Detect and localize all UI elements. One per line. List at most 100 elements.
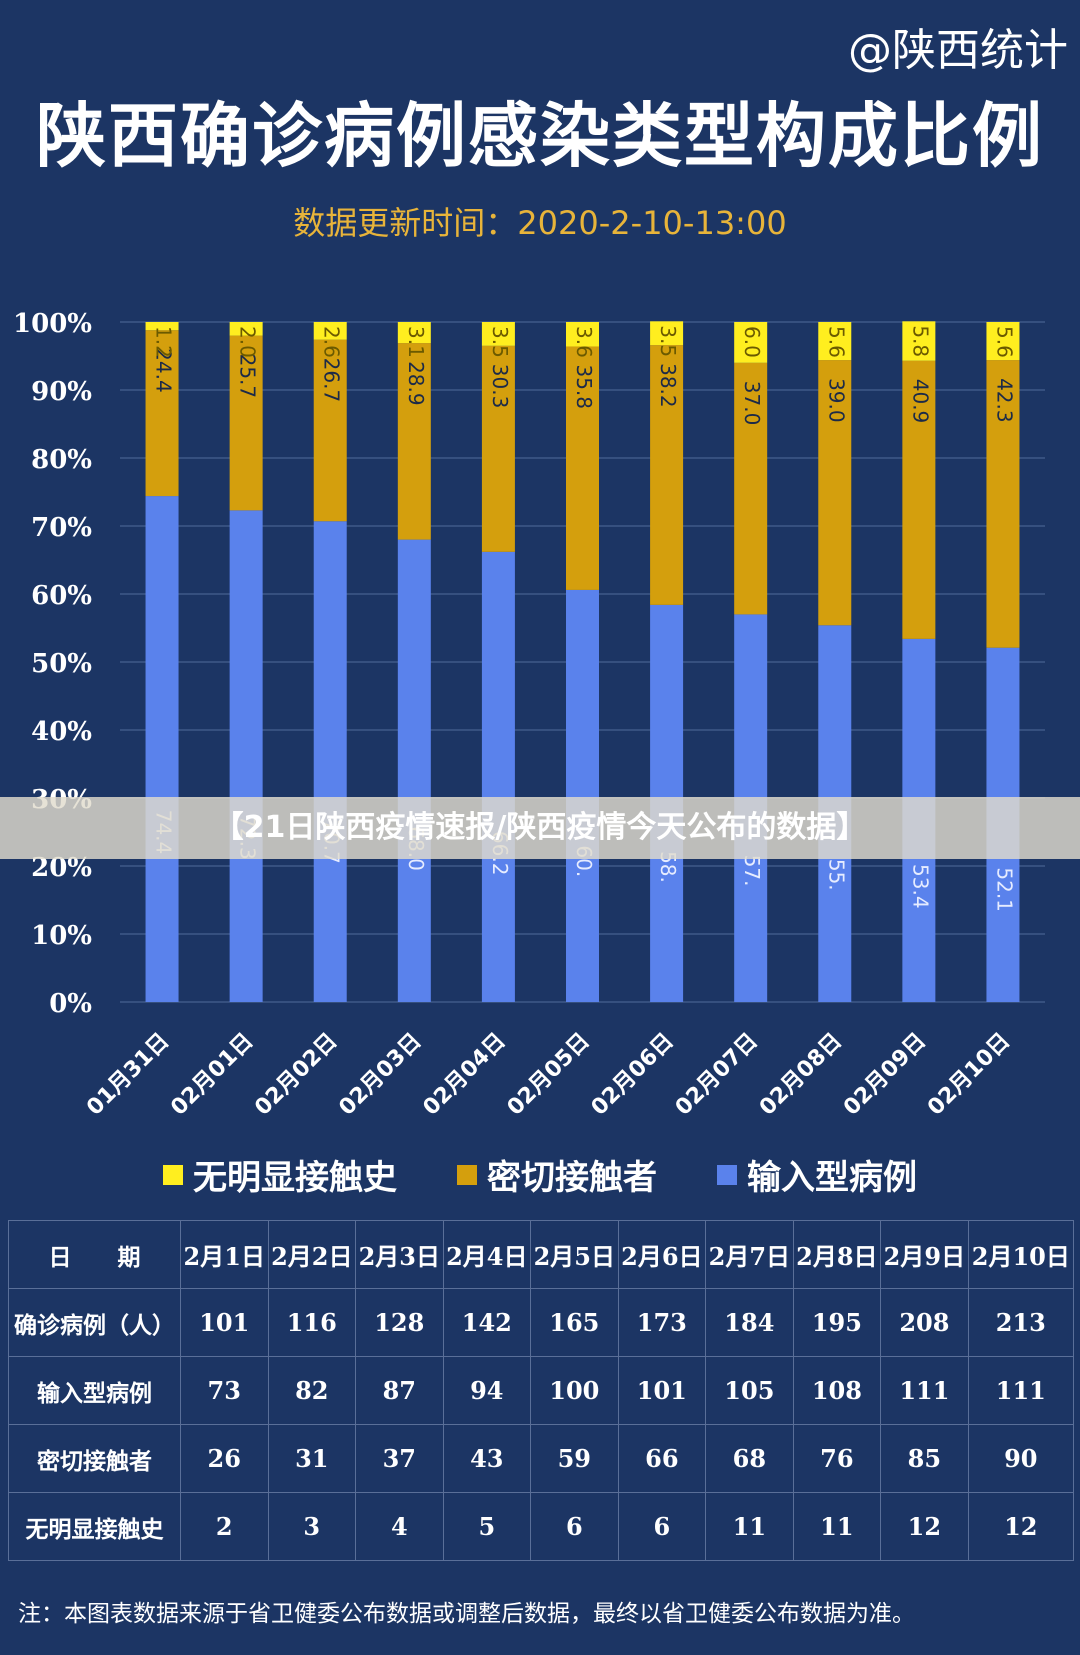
table-header-cell: 2月8日 xyxy=(792,1220,882,1289)
bar-segment xyxy=(818,360,852,626)
legend-item-contact: 密切接触者 xyxy=(457,1150,657,1199)
table-cell: 184 xyxy=(705,1288,794,1357)
bar-segment xyxy=(145,330,179,497)
table-cell: 87 xyxy=(355,1356,444,1425)
table-cell: 73 xyxy=(180,1356,269,1425)
chart-legend: 无明显接触史 密切接触者 输入型病例 xyxy=(0,1150,1080,1199)
table-header-cell: 2月5日 xyxy=(530,1220,619,1289)
table-cell: 82 xyxy=(267,1356,357,1425)
data-label: 25.7 xyxy=(236,354,260,399)
data-label: 1.2 xyxy=(152,326,176,358)
table-row-label: 确诊病例（人） xyxy=(8,1288,181,1357)
table-cell: 2 xyxy=(180,1492,269,1561)
legend-label: 无明显接触史 xyxy=(193,1158,397,1198)
stacked-bar-chart: 0%10%20%30%40%50%60%70%80%90%100%74.424.… xyxy=(13,309,1045,1121)
bar-segment xyxy=(397,539,431,1002)
table-cell: 4 xyxy=(355,1492,444,1561)
table-cell: 11 xyxy=(792,1492,882,1561)
table-cell: 85 xyxy=(880,1424,969,1493)
data-label: 3.1 xyxy=(404,326,428,358)
legend-swatch xyxy=(457,1164,477,1185)
bar-segment xyxy=(481,345,515,552)
table-header-cell: 2月7日 xyxy=(705,1220,794,1289)
table-cell: 195 xyxy=(792,1288,882,1357)
x-tick-label: 02月08日 xyxy=(755,1029,847,1121)
data-label: 3.5 xyxy=(656,325,680,357)
table-header-cell: 2月2日 xyxy=(267,1220,357,1289)
y-tick-label: 100% xyxy=(13,309,92,339)
bar-segment xyxy=(902,360,936,639)
table-cell: 3 xyxy=(267,1492,357,1561)
table-row: 输入型病例 73 82 87 94 100 101 105 108 111 11… xyxy=(8,1356,1075,1425)
bar-segment xyxy=(229,322,263,336)
table-header-cell: 2月1日 xyxy=(180,1220,269,1289)
legend-swatch xyxy=(717,1164,737,1185)
data-label: 3.5 xyxy=(488,326,512,358)
bar-segment xyxy=(397,322,431,344)
x-tick-label: 01月31日 xyxy=(82,1029,174,1121)
bar-segment xyxy=(566,589,599,1002)
legend-item-imported: 输入型病例 xyxy=(717,1150,917,1199)
data-label: 53.4 xyxy=(908,864,932,909)
table-cell: 59 xyxy=(530,1424,619,1493)
bar-segment xyxy=(566,322,599,347)
table-cell: 116 xyxy=(267,1288,357,1357)
table-header-cell: 2月9日 xyxy=(880,1220,969,1289)
data-label: 57. xyxy=(740,855,764,887)
data-label: 2.0 xyxy=(236,326,260,358)
table-cell: 108 xyxy=(792,1356,882,1425)
table-row: 无明显接触史 2 3 4 5 6 6 11 11 12 12 xyxy=(8,1492,1075,1561)
bar-segment xyxy=(566,346,599,590)
bar-segment xyxy=(481,551,515,1002)
bar-segment xyxy=(986,360,1020,648)
bar-segment xyxy=(986,322,1020,361)
data-label: 39.0 xyxy=(824,378,848,423)
bar-segment xyxy=(313,521,347,1002)
data-label: 55. xyxy=(824,859,848,891)
y-tick-label: 0% xyxy=(49,989,92,1019)
y-tick-label: 10% xyxy=(31,921,92,951)
bar-segment xyxy=(229,335,263,511)
table-cell: 101 xyxy=(617,1356,707,1425)
x-tick-label: 02月07日 xyxy=(671,1029,763,1121)
x-tick-label: 02月10日 xyxy=(923,1029,1015,1121)
table-header-row: 日 期 2月1日 2月2日 2月3日 2月4日 2月5日 2月6日 2月7日 2… xyxy=(8,1220,1075,1289)
table-header-cell: 2月4日 xyxy=(442,1220,532,1289)
data-label: 6.0 xyxy=(740,326,764,358)
table-cell: 66 xyxy=(617,1424,707,1493)
table-cell: 111 xyxy=(880,1356,969,1425)
table-header-cell: 2月10日 xyxy=(967,1220,1075,1289)
table-header-cell: 2月6日 xyxy=(617,1220,707,1289)
table-row: 确诊病例（人） 101 116 128 142 165 173 184 195 … xyxy=(8,1288,1075,1357)
table-cell: 94 xyxy=(442,1356,532,1425)
table-cell: 6 xyxy=(530,1492,619,1561)
bar-segment xyxy=(397,343,431,540)
x-tick-label: 02月03日 xyxy=(334,1029,426,1121)
data-label: 35.8 xyxy=(572,364,596,409)
table-cell: 31 xyxy=(267,1424,357,1493)
table-cell: 101 xyxy=(180,1288,269,1357)
table-cell: 90 xyxy=(967,1424,1075,1493)
data-label: 5.6 xyxy=(824,326,848,358)
data-label: 3.6 xyxy=(572,326,596,358)
table-row-label: 密切接触者 xyxy=(8,1424,181,1493)
data-label: 2.6 xyxy=(320,326,344,358)
table-cell: 68 xyxy=(705,1424,794,1493)
x-tick-label: 02月04日 xyxy=(419,1029,511,1121)
table-cell: 208 xyxy=(880,1288,969,1357)
table-cell: 105 xyxy=(705,1356,794,1425)
x-tick-label: 02月02日 xyxy=(250,1029,342,1121)
table-cell: 173 xyxy=(617,1288,707,1357)
table-header-cell: 2月3日 xyxy=(355,1220,444,1289)
table-row-label: 输入型病例 xyxy=(8,1356,181,1425)
table-cell: 12 xyxy=(880,1492,969,1561)
y-tick-label: 90% xyxy=(31,377,92,407)
y-tick-label: 70% xyxy=(31,513,92,543)
bar-segment xyxy=(734,322,768,363)
table-cell: 100 xyxy=(530,1356,619,1425)
table-cell: 6 xyxy=(617,1492,707,1561)
bar-segment xyxy=(145,322,179,331)
table-cell: 5 xyxy=(442,1492,532,1561)
data-label: 37.0 xyxy=(740,381,764,426)
data-label: 24.4 xyxy=(152,348,176,393)
